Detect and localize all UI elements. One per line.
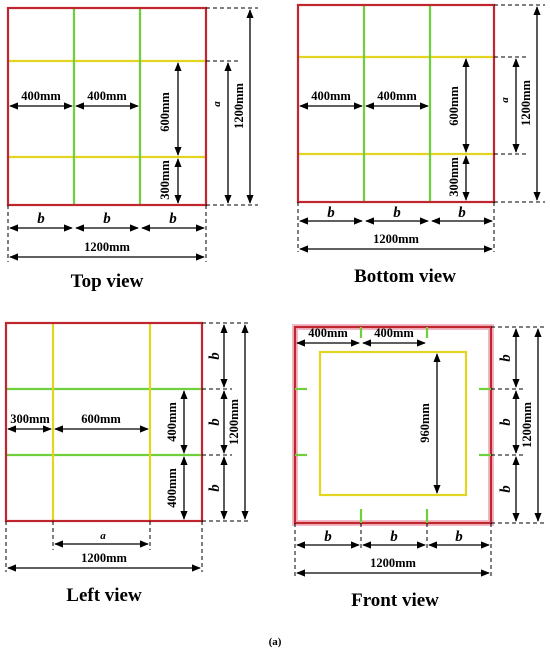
bottom-view-title: Bottom view — [354, 266, 456, 287]
bottom-view-var-b-3: b — [458, 205, 466, 221]
left-view-dim-400-upper: 400mm — [165, 402, 179, 442]
top-view-var-b-1: b — [37, 211, 45, 227]
bottom-view-var-b-1: b — [327, 205, 335, 221]
left-view-var-b-1: b — [207, 352, 223, 360]
left-view-dim-1200-horizontal: 1200mm — [81, 551, 127, 565]
bottom-view-dim-400-left: 400mm — [311, 89, 351, 103]
bottom-view-frame — [296, 3, 496, 204]
top-view-frame — [6, 6, 208, 207]
bottom-view-dim-300: 300mm — [447, 157, 461, 197]
left-view-var-a: a — [100, 530, 106, 542]
front-view-var-b-h3: b — [455, 529, 463, 545]
top-view: 400mm 400mm 600mm 300mm a 1200mm b b b 1… — [6, 6, 258, 292]
front-view-inner-square — [318, 350, 468, 497]
top-view-dim-600: 600mm — [158, 92, 172, 132]
left-view-var-b-3: b — [207, 484, 223, 492]
left-view-dim-1200-vertical: 1200mm — [227, 399, 241, 445]
top-view-dim-1200-horizontal: 1200mm — [84, 240, 130, 254]
top-view-dim-400-left: 400mm — [21, 89, 61, 103]
front-view-pink-border — [292, 324, 494, 526]
left-view-dim-300: 300mm — [10, 412, 50, 426]
bottom-view-dim-400-right: 400mm — [377, 89, 417, 103]
front-view-dim-400-left: 400mm — [308, 326, 348, 340]
left-view-title: Left view — [66, 585, 142, 606]
left-view-var-b-2: b — [207, 418, 223, 426]
top-view-var-b-2: b — [103, 211, 111, 227]
front-view-var-b-h1: b — [324, 529, 332, 545]
top-view-var-a: a — [211, 101, 223, 107]
front-view-var-b-h2: b — [390, 529, 398, 545]
front-view-title: Front view — [351, 590, 439, 611]
front-view-frame — [293, 325, 493, 525]
front-view-var-b-v2: b — [498, 418, 514, 426]
bottom-view-var-a: a — [499, 97, 511, 103]
front-view-dim-960: 960mm — [418, 403, 432, 443]
bottom-view-var-b-2: b — [393, 205, 401, 221]
bottom-view: 400mm 400mm 600mm 300mm a 1200mm b b b 1… — [296, 3, 545, 287]
figure-caption: (a) — [269, 636, 282, 648]
bottom-view-dim-1200-horizontal: 1200mm — [373, 232, 419, 246]
bottom-view-dim-1200-vertical: 1200mm — [519, 80, 533, 126]
top-view-dim-1200-vertical: 1200mm — [232, 83, 246, 129]
front-view-var-b-v3: b — [498, 485, 514, 493]
left-view-dim-400-lower: 400mm — [165, 468, 179, 508]
front-view-dim-1200-horizontal: 1200mm — [370, 556, 416, 570]
top-view-dim-300: 300mm — [158, 160, 172, 200]
left-view: 300mm 600mm 400mm 400mm b b b 1200mm a 1… — [4, 321, 250, 606]
front-view-dim-400-right: 400mm — [374, 326, 414, 340]
top-view-title: Top view — [71, 271, 144, 292]
front-view-dim-1200-vertical: 1200mm — [520, 402, 534, 448]
bottom-view-dim-600: 600mm — [447, 86, 461, 126]
top-view-dim-400-right: 400mm — [87, 89, 127, 103]
front-view-var-b-v1: b — [498, 354, 514, 362]
left-view-frame — [4, 321, 204, 523]
top-view-var-b-3: b — [169, 211, 177, 227]
front-view: 400mm 400mm 960mm b b b 1200mm b b b 120… — [292, 324, 545, 611]
left-view-dim-600: 600mm — [81, 412, 121, 426]
